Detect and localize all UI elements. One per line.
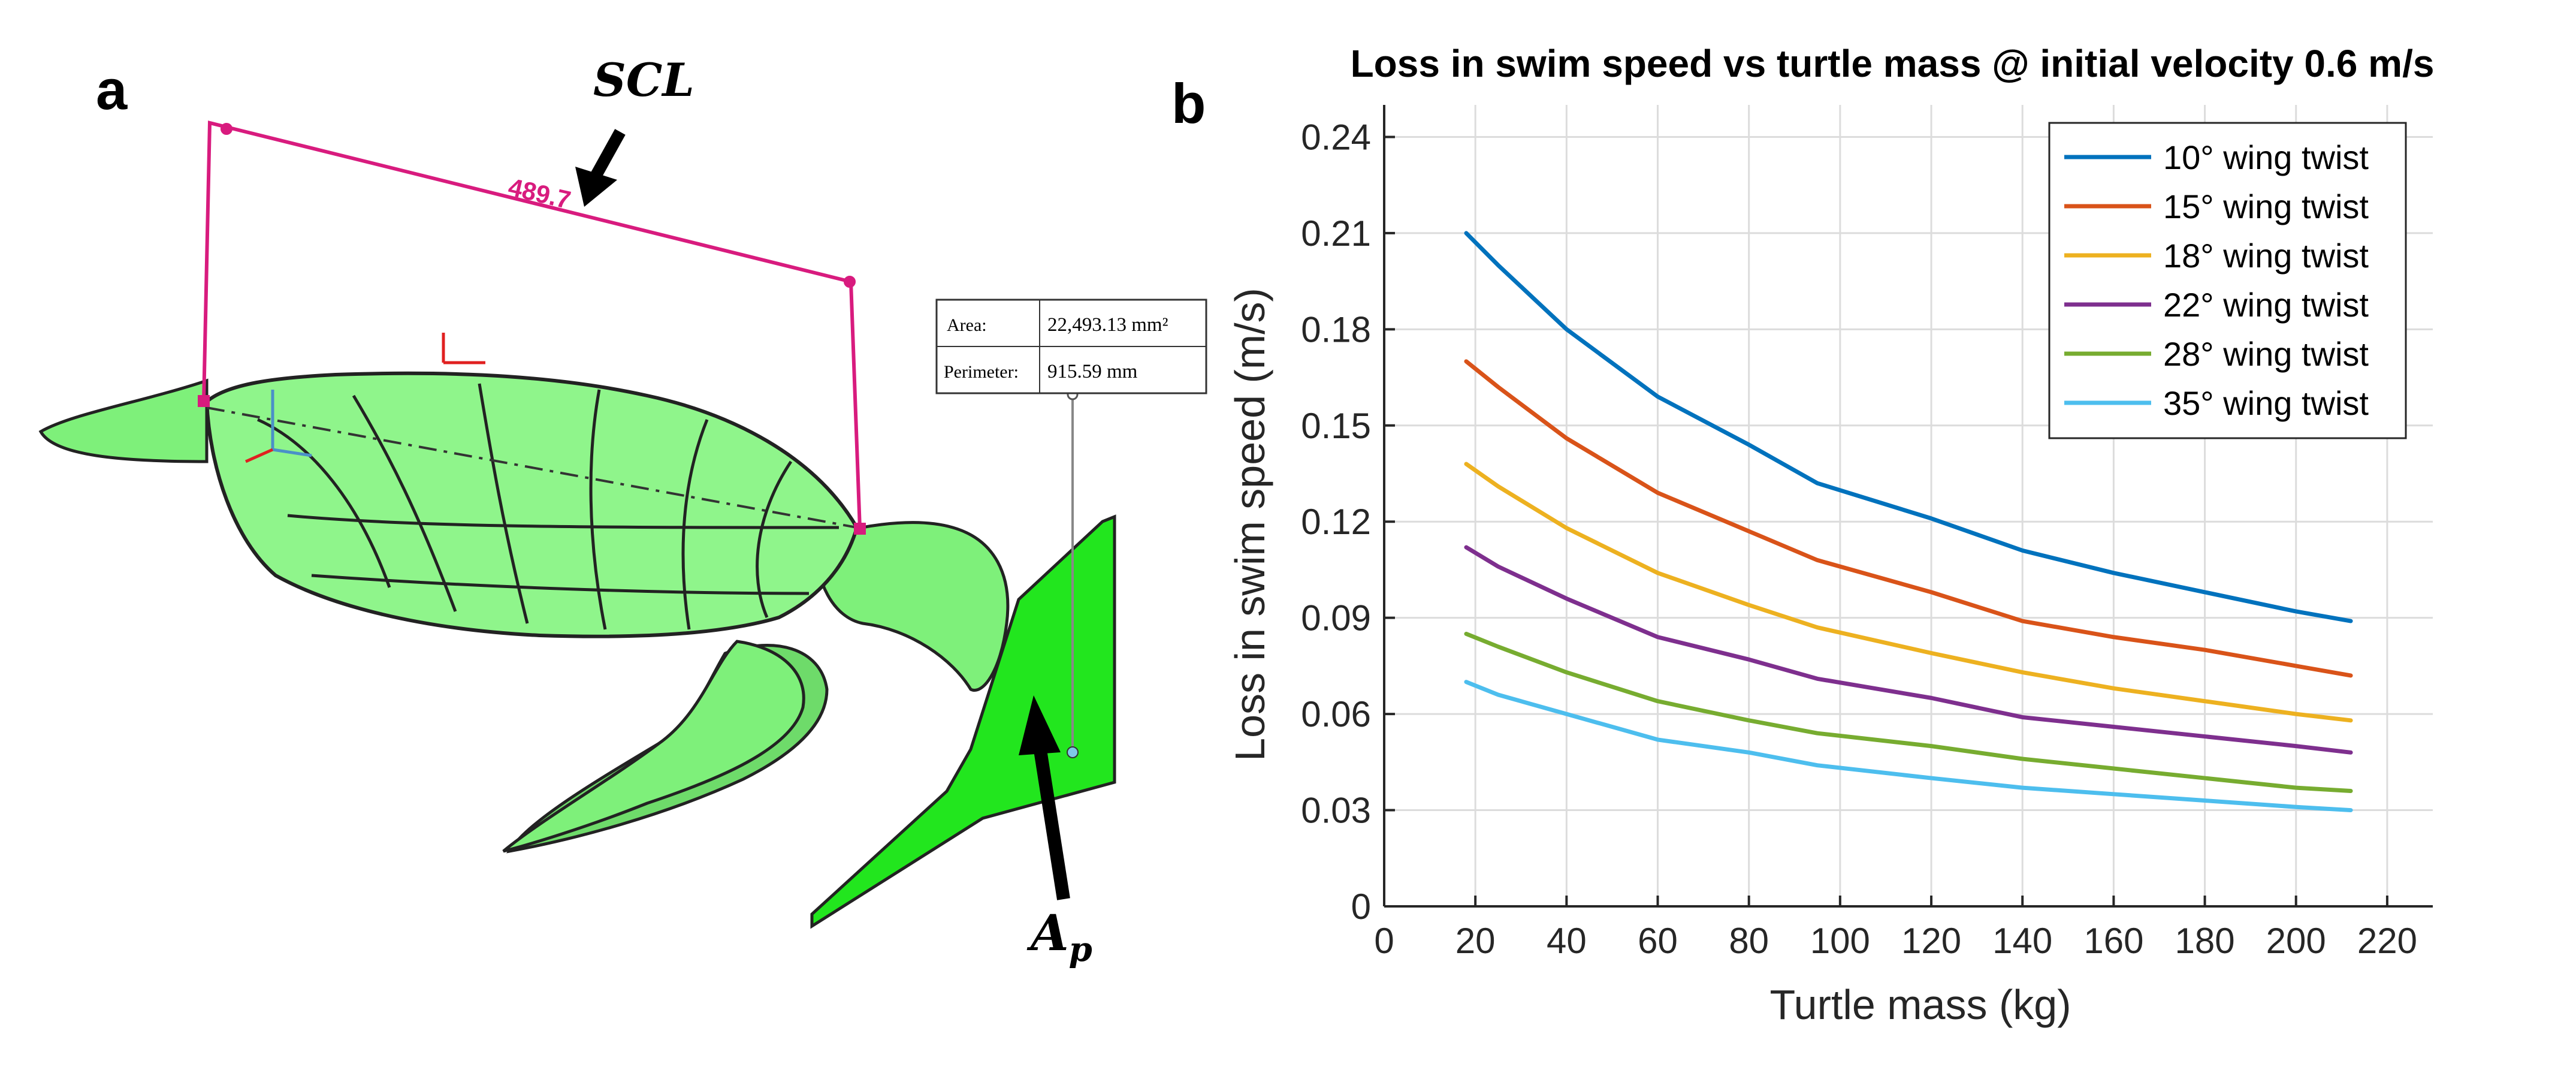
- legend-box: [2048, 122, 2407, 439]
- series-line-5: [1464, 680, 2353, 813]
- series-lines: [1464, 231, 2353, 813]
- scl-dimension-bracket: [198, 120, 866, 535]
- y-tick-label: 0: [1351, 887, 1371, 927]
- y-tick-label: 0.06: [1301, 694, 1371, 734]
- coordinate-axes-icon: [244, 333, 485, 463]
- turtle-head: [813, 521, 1010, 692]
- panel-b: b Loss in swim speed vs turtle mass @ in…: [1171, 42, 2434, 1028]
- y-tick-label: 0.15: [1301, 406, 1371, 446]
- turtle-front-left-flipper: [38, 378, 209, 463]
- turtle-carapace: [204, 371, 859, 638]
- x-tick-label: 120: [1901, 921, 1961, 961]
- y-tick-label: 0.12: [1301, 502, 1371, 542]
- carapace-midline: [206, 406, 857, 529]
- ap-label: Ap: [1026, 905, 1092, 969]
- y-tick-label: 0.03: [1301, 791, 1371, 831]
- x-tick-label: 100: [1810, 921, 1870, 961]
- scl-dimension-value: 489.7: [506, 173, 573, 214]
- axes: [1383, 105, 2433, 908]
- legend: 10° wing twist 15° wing twist 18° wing twi…: [2048, 122, 2407, 439]
- y-ticks: 0 0.03 0.06 0.09 0.12 0.15 0.18 0.21 0.24: [1301, 117, 1395, 927]
- x-tick-label: 20: [1455, 921, 1496, 961]
- scl-label: SCL: [593, 53, 694, 107]
- x-ticks: 0 20 40 60 80 100 120 140 160 180 200 220: [1374, 896, 2417, 961]
- panel-a: a SCL: [38, 53, 1207, 969]
- chart-title: Loss in swim speed vs turtle mass @ init…: [1351, 42, 2435, 85]
- plot-area: 0 20 40 60 80 100 120 140 160 180 200 220 0 0.03 0.06…: [1301, 105, 2433, 961]
- legend-entry: 15° wing twist: [2163, 188, 2369, 225]
- y-tick-label: 0.09: [1301, 598, 1371, 638]
- legend-entry: 35° wing twist: [2163, 384, 2369, 422]
- x-tick-label: 0: [1374, 921, 1394, 961]
- series-line-0: [1464, 231, 2353, 623]
- x-axis-label: Turtle mass (kg): [1769, 981, 2071, 1028]
- measure-point-icon: [1067, 746, 1079, 758]
- carapace-scute-lines: [256, 383, 839, 630]
- y-axis-label: Loss in swim speed (m/s): [1227, 288, 1273, 761]
- perimeter-label: Perimeter:: [944, 362, 1019, 382]
- panel-a-letter: a: [96, 58, 128, 121]
- area-value: 22,493.13 mm²: [1047, 314, 1168, 336]
- x-tick-label: 140: [1992, 921, 2052, 961]
- legend-entry: 18° wing twist: [2163, 237, 2369, 275]
- turtle-front-flipper: [502, 640, 805, 853]
- y-tick-label: 0.21: [1301, 213, 1371, 254]
- perimeter-value: 915.59 mm: [1047, 361, 1138, 382]
- ap-arrow-icon: [1019, 695, 1070, 900]
- y-tick-label: 0.24: [1301, 117, 1371, 157]
- area-label: Area:: [947, 315, 987, 335]
- x-tick-label: 180: [2175, 921, 2235, 961]
- x-tick-label: 60: [1638, 921, 1678, 961]
- x-tick-label: 80: [1729, 921, 1769, 961]
- legend-entry: 10° wing twist: [2163, 138, 2369, 176]
- series-line-4: [1464, 631, 2353, 793]
- x-tick-label: 220: [2357, 921, 2417, 961]
- x-tick-label: 40: [1547, 921, 1587, 961]
- series-line-3: [1464, 545, 2353, 755]
- y-tick-label: 0.18: [1301, 309, 1371, 349]
- scl-arrow-icon: [575, 129, 626, 207]
- legend-entry: 22° wing twist: [2163, 286, 2369, 324]
- x-tick-label: 200: [2266, 921, 2326, 961]
- legend-entry: 28° wing twist: [2163, 335, 2369, 373]
- measurement-box: Area: 22,493.13 mm² Perimeter: 915.59 mm: [935, 299, 1207, 394]
- x-tick-label: 160: [2083, 921, 2143, 961]
- series-line-2: [1464, 462, 2353, 723]
- panel-b-letter: b: [1171, 72, 1206, 135]
- series-line-1: [1464, 359, 2353, 678]
